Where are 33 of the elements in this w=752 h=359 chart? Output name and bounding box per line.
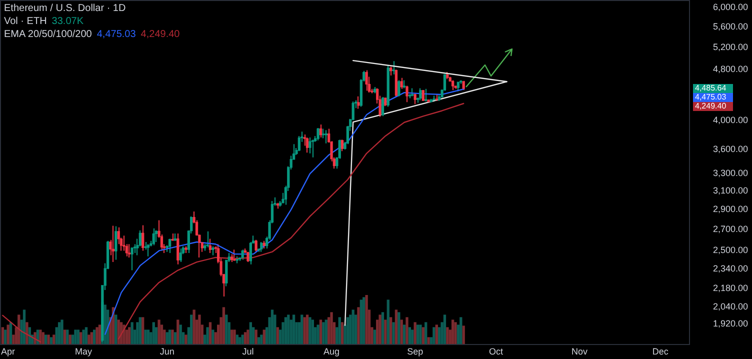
x-tick-label: Oct: [488, 346, 504, 356]
chart-title: Vol · ETH: [4, 16, 47, 27]
y-tick-label: 6,000.00: [712, 2, 748, 12]
y-tick-label: 2,180.00: [712, 283, 748, 294]
x-tick-label: Dec: [652, 346, 669, 356]
x-tick-label: May: [75, 346, 93, 356]
y-tick-label: 2,900.00: [712, 204, 748, 214]
y-tick-label: 2,700.00: [712, 224, 748, 234]
text: 4,249.40: [695, 102, 727, 111]
annotation: 33.07K: [52, 16, 84, 27]
annotation: 4,249.40: [140, 29, 180, 40]
y-tick-label: 4,800.00: [712, 64, 748, 74]
y-tick-label: 4,000.00: [712, 114, 748, 125]
text: EMA 20/50/100/200: [4, 29, 92, 40]
x-tick-label: Sep: [407, 346, 424, 356]
chart-title: Ethereum / U.S. Dollar · 1D: [4, 3, 126, 15]
y-tick-label: 3,300.00: [712, 168, 748, 178]
text: 4,475.03: [695, 92, 727, 102]
x-tick-label: Jun: [160, 346, 174, 356]
text: 4,485.64: [695, 84, 727, 93]
y-tick-label: 5,200.00: [712, 42, 748, 52]
y-tick-label: 1,920.00: [712, 318, 748, 328]
y-tick-label: 2,500.00: [712, 245, 748, 256]
y-tick-label: 3,100.00: [712, 186, 748, 196]
x-tick-label: Aug: [324, 346, 340, 356]
x-tick-label: Nov: [571, 346, 588, 356]
y-tick-label: 2,340.00: [712, 264, 748, 274]
x-tick-label: Jul: [242, 346, 254, 356]
x-tick-label: Apr: [0, 346, 16, 356]
y-tick-label: 5,600.00: [712, 21, 748, 32]
y-tick-label: 2,040.00: [712, 302, 748, 312]
annotation: 4,475.03: [96, 29, 136, 40]
y-tick-label: 3,600.00: [712, 144, 748, 154]
